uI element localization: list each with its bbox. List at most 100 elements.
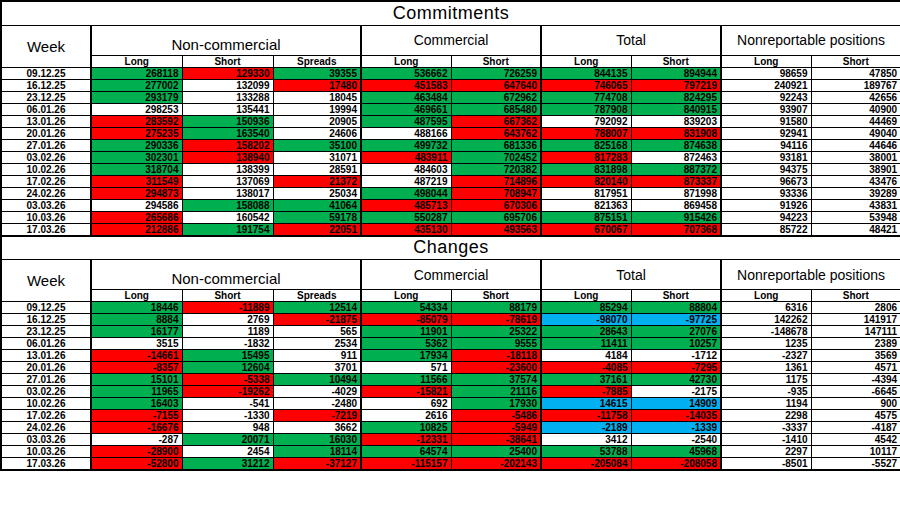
value-cell[interactable]: 294586 — [91, 199, 182, 211]
week-cell[interactable]: 10.02.26 — [1, 398, 91, 410]
value-cell[interactable]: 2806 — [811, 302, 900, 314]
value-cell[interactable]: 150936 — [182, 115, 273, 127]
value-cell[interactable]: 18045 — [273, 91, 361, 103]
week-cell[interactable]: 10.03.26 — [1, 211, 91, 223]
value-cell[interactable]: 39355 — [273, 67, 361, 79]
week-cell[interactable]: 09.12.25 — [1, 67, 91, 79]
value-cell[interactable]: 59178 — [273, 211, 361, 223]
value-cell[interactable]: 820140 — [541, 175, 631, 187]
value-cell[interactable]: -4187 — [811, 422, 900, 434]
week-cell[interactable]: 09.12.25 — [1, 302, 91, 314]
value-cell[interactable]: -7155 — [91, 410, 182, 422]
value-cell[interactable]: 911 — [273, 350, 361, 362]
value-cell[interactable]: 12514 — [273, 302, 361, 314]
value-cell[interactable]: 41064 — [273, 199, 361, 211]
value-cell[interactable]: 43831 — [811, 199, 900, 211]
value-cell[interactable]: 138017 — [182, 187, 273, 199]
value-cell[interactable]: -15821 — [361, 386, 451, 398]
week-cell[interactable]: 24.02.26 — [1, 187, 91, 199]
value-cell[interactable]: 485713 — [361, 199, 451, 211]
value-cell[interactable]: 2534 — [273, 338, 361, 350]
value-cell[interactable]: -28900 — [91, 446, 182, 458]
value-cell[interactable]: 469661 — [361, 103, 451, 115]
value-cell[interactable]: -21875 — [273, 314, 361, 326]
week-cell[interactable]: 10.02.26 — [1, 163, 91, 175]
value-cell[interactable]: 948 — [182, 422, 273, 434]
value-cell[interactable]: 85294 — [541, 302, 631, 314]
value-cell[interactable]: 483911 — [361, 151, 451, 163]
value-cell[interactable]: 821363 — [541, 199, 631, 211]
value-cell[interactable]: 14615 — [541, 398, 631, 410]
value-cell[interactable]: -78619 — [451, 314, 541, 326]
value-cell[interactable]: 129330 — [182, 67, 273, 79]
value-cell[interactable]: 487219 — [361, 175, 451, 187]
value-cell[interactable]: 484603 — [361, 163, 451, 175]
value-cell[interactable]: 21372 — [273, 175, 361, 187]
value-cell[interactable]: 64574 — [361, 446, 451, 458]
value-cell[interactable]: -2175 — [631, 386, 721, 398]
value-cell[interactable]: 268118 — [91, 67, 182, 79]
week-cell[interactable]: 03.02.26 — [1, 151, 91, 163]
value-cell[interactable]: 147111 — [811, 326, 900, 338]
value-cell[interactable]: 3701 — [273, 362, 361, 374]
value-cell[interactable]: 31212 — [182, 458, 273, 471]
value-cell[interactable]: -4394 — [811, 374, 900, 386]
value-cell[interactable]: 18114 — [273, 446, 361, 458]
week-cell[interactable]: 24.02.26 — [1, 422, 91, 434]
value-cell[interactable]: 702452 — [451, 151, 541, 163]
value-cell[interactable]: -5527 — [811, 458, 900, 471]
value-cell[interactable]: 498044 — [361, 187, 451, 199]
value-cell[interactable]: 3569 — [811, 350, 900, 362]
value-cell[interactable]: 88179 — [451, 302, 541, 314]
value-cell[interactable]: -16676 — [91, 422, 182, 434]
value-cell[interactable]: 275235 — [91, 127, 182, 139]
value-cell[interactable]: 17480 — [273, 79, 361, 91]
value-cell[interactable]: -19262 — [182, 386, 273, 398]
value-cell[interactable]: -11758 — [541, 410, 631, 422]
value-cell[interactable]: -14035 — [631, 410, 721, 422]
value-cell[interactable]: 915426 — [631, 211, 721, 223]
value-cell[interactable]: -37127 — [273, 458, 361, 471]
value-cell[interactable]: 47850 — [811, 67, 900, 79]
value-cell[interactable]: 3515 — [91, 338, 182, 350]
value-cell[interactable]: 93181 — [721, 151, 811, 163]
value-cell[interactable]: -1410 — [721, 434, 811, 446]
value-cell[interactable]: 25322 — [451, 326, 541, 338]
value-cell[interactable]: 451583 — [361, 79, 451, 91]
value-cell[interactable]: 670306 — [451, 199, 541, 211]
value-cell[interactable]: -5949 — [451, 422, 541, 434]
value-cell[interactable]: 3412 — [541, 434, 631, 446]
value-cell[interactable]: 536662 — [361, 67, 451, 79]
value-cell[interactable]: 9555 — [451, 338, 541, 350]
value-cell[interactable]: 49040 — [811, 127, 900, 139]
value-cell[interactable]: 817951 — [541, 187, 631, 199]
value-cell[interactable]: 93336 — [721, 187, 811, 199]
value-cell[interactable]: 839203 — [631, 115, 721, 127]
value-cell[interactable]: 28643 — [541, 326, 631, 338]
value-cell[interactable]: -935 — [721, 386, 811, 398]
value-cell[interactable]: 787908 — [541, 103, 631, 115]
value-cell[interactable]: 1194 — [721, 398, 811, 410]
week-cell[interactable]: 10.03.26 — [1, 446, 91, 458]
value-cell[interactable]: 28591 — [273, 163, 361, 175]
value-cell[interactable]: 667362 — [451, 115, 541, 127]
value-cell[interactable]: 17930 — [451, 398, 541, 410]
value-cell[interactable]: 10825 — [361, 422, 451, 434]
value-cell[interactable]: -4029 — [273, 386, 361, 398]
value-cell[interactable]: 685480 — [451, 103, 541, 115]
value-cell[interactable]: 38001 — [811, 151, 900, 163]
value-cell[interactable]: 571 — [361, 362, 451, 374]
value-cell[interactable]: -3337 — [721, 422, 811, 434]
value-cell[interactable]: 900 — [811, 398, 900, 410]
value-cell[interactable]: 10494 — [273, 374, 361, 386]
value-cell[interactable]: -1330 — [182, 410, 273, 422]
value-cell[interactable]: -8357 — [91, 362, 182, 374]
value-cell[interactable]: -7295 — [631, 362, 721, 374]
value-cell[interactable]: 695706 — [451, 211, 541, 223]
value-cell[interactable]: 12604 — [182, 362, 273, 374]
value-cell[interactable]: -1832 — [182, 338, 273, 350]
value-cell[interactable]: 708947 — [451, 187, 541, 199]
value-cell[interactable]: 31071 — [273, 151, 361, 163]
value-cell[interactable]: 840915 — [631, 103, 721, 115]
value-cell[interactable]: -98070 — [541, 314, 631, 326]
